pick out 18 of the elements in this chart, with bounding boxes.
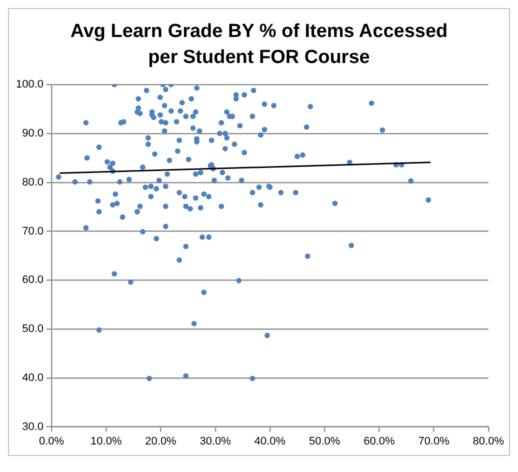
x-tick-label: 60.0% (364, 435, 395, 448)
x-tick-label: 70.0% (418, 435, 450, 448)
x-tick-label: 20.0% (145, 435, 177, 448)
y-tick-label: 40.0 (22, 372, 44, 384)
x-tick-label: 0.0% (38, 435, 64, 448)
x-tick-label: 10.0% (90, 435, 122, 448)
chart-title: Avg Learn Grade BY % of Items Accessed per Student FOR Course (69, 20, 449, 70)
x-tick-label: 30.0% (200, 435, 232, 448)
y-tick-label: 30.0 (22, 420, 44, 433)
x-tick-label: 40.0% (254, 435, 286, 448)
y-tick-label: 50.0 (22, 323, 44, 336)
y-tick-label: 70.0 (22, 225, 44, 238)
y-tick-label: 60.0 (22, 274, 44, 286)
x-tick-label: 50.0% (308, 435, 340, 448)
x-tick-label: 80.0% (472, 435, 504, 448)
y-tick-label: 90.0 (22, 128, 44, 140)
y-tick-label: 80.0 (22, 176, 44, 188)
y-tick-label: 100.0 (16, 78, 44, 91)
